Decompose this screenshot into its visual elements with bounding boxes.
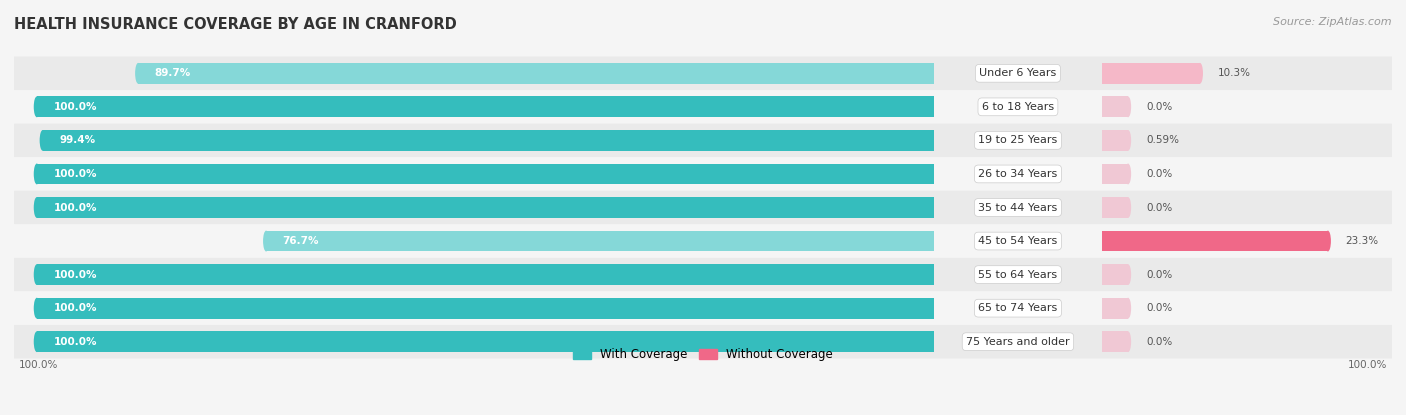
Text: 55 to 64 Years: 55 to 64 Years xyxy=(979,270,1057,280)
Circle shape xyxy=(263,231,269,251)
Text: 10.3%: 10.3% xyxy=(1218,68,1251,78)
Text: 0.0%: 0.0% xyxy=(1146,102,1173,112)
Text: 0.0%: 0.0% xyxy=(1146,169,1173,179)
Text: 19 to 25 Years: 19 to 25 Years xyxy=(979,135,1057,145)
Text: 6 to 18 Years: 6 to 18 Years xyxy=(981,102,1054,112)
Text: 100.0%: 100.0% xyxy=(53,169,97,179)
Bar xyxy=(37,298,934,319)
Legend: With Coverage, Without Coverage: With Coverage, Without Coverage xyxy=(568,343,838,366)
Bar xyxy=(1102,264,1128,285)
FancyBboxPatch shape xyxy=(14,157,1392,191)
Text: 100.0%: 100.0% xyxy=(53,102,97,112)
Bar xyxy=(42,130,934,151)
Text: 0.0%: 0.0% xyxy=(1146,203,1173,212)
Text: 35 to 44 Years: 35 to 44 Years xyxy=(979,203,1057,212)
FancyBboxPatch shape xyxy=(14,124,1392,157)
Text: 100.0%: 100.0% xyxy=(53,203,97,212)
Circle shape xyxy=(39,130,46,151)
Text: 26 to 34 Years: 26 to 34 Years xyxy=(979,169,1057,179)
Circle shape xyxy=(1324,231,1331,251)
Bar xyxy=(37,96,934,117)
Text: 23.3%: 23.3% xyxy=(1346,236,1379,246)
Text: 100.0%: 100.0% xyxy=(53,337,97,347)
Circle shape xyxy=(34,164,39,184)
Text: 75 Years and older: 75 Years and older xyxy=(966,337,1070,347)
Text: 0.0%: 0.0% xyxy=(1146,303,1173,313)
Bar xyxy=(37,164,934,184)
FancyBboxPatch shape xyxy=(14,56,1392,90)
Bar xyxy=(1102,231,1327,251)
Bar xyxy=(37,264,934,285)
Bar xyxy=(1102,164,1128,184)
Text: 99.4%: 99.4% xyxy=(59,135,96,145)
Bar xyxy=(1102,63,1199,84)
FancyBboxPatch shape xyxy=(14,291,1392,325)
Text: 0.0%: 0.0% xyxy=(1146,270,1173,280)
Circle shape xyxy=(1125,298,1132,319)
Text: 100.0%: 100.0% xyxy=(1347,360,1386,370)
Text: 100.0%: 100.0% xyxy=(53,270,97,280)
Text: 0.0%: 0.0% xyxy=(1146,337,1173,347)
FancyBboxPatch shape xyxy=(14,325,1392,359)
Circle shape xyxy=(1197,63,1204,84)
Text: 100.0%: 100.0% xyxy=(53,303,97,313)
Bar xyxy=(1102,130,1128,151)
Circle shape xyxy=(34,298,39,319)
Circle shape xyxy=(1125,264,1132,285)
Text: 45 to 54 Years: 45 to 54 Years xyxy=(979,236,1057,246)
Circle shape xyxy=(1125,331,1132,352)
Bar xyxy=(266,231,935,251)
FancyBboxPatch shape xyxy=(14,191,1392,224)
Circle shape xyxy=(1125,164,1132,184)
Text: HEALTH INSURANCE COVERAGE BY AGE IN CRANFORD: HEALTH INSURANCE COVERAGE BY AGE IN CRAN… xyxy=(14,17,457,32)
Bar xyxy=(1102,331,1128,352)
Circle shape xyxy=(34,264,39,285)
Circle shape xyxy=(34,197,39,218)
Circle shape xyxy=(135,63,141,84)
Text: 65 to 74 Years: 65 to 74 Years xyxy=(979,303,1057,313)
Circle shape xyxy=(1125,96,1132,117)
Circle shape xyxy=(1125,130,1132,151)
Text: 0.59%: 0.59% xyxy=(1146,135,1178,145)
FancyBboxPatch shape xyxy=(14,258,1392,291)
Text: 89.7%: 89.7% xyxy=(155,68,191,78)
FancyBboxPatch shape xyxy=(14,224,1392,258)
Bar xyxy=(138,63,935,84)
Circle shape xyxy=(1125,197,1132,218)
Circle shape xyxy=(34,96,39,117)
Bar xyxy=(37,197,934,218)
Text: 100.0%: 100.0% xyxy=(18,360,59,370)
Bar xyxy=(1102,96,1128,117)
Text: Source: ZipAtlas.com: Source: ZipAtlas.com xyxy=(1274,17,1392,27)
FancyBboxPatch shape xyxy=(14,90,1392,124)
Text: 76.7%: 76.7% xyxy=(283,236,319,246)
Text: Under 6 Years: Under 6 Years xyxy=(980,68,1056,78)
Bar xyxy=(37,331,934,352)
Bar xyxy=(1102,197,1128,218)
Bar xyxy=(1102,298,1128,319)
Circle shape xyxy=(34,331,39,352)
